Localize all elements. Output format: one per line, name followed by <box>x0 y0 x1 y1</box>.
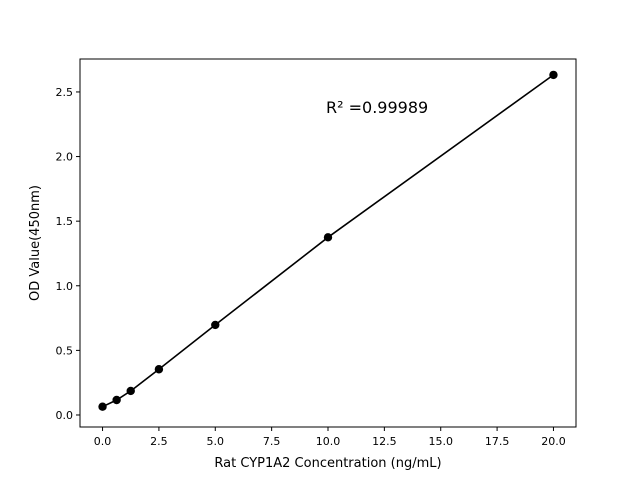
data-point <box>112 395 121 405</box>
x-tick-label: 17.5 <box>485 435 510 448</box>
y-tick-label: 1.5 <box>56 215 74 228</box>
x-tick-label: 2.5 <box>150 435 168 448</box>
data-point <box>154 365 164 374</box>
data-point <box>323 233 333 242</box>
data-point <box>98 402 107 411</box>
y-tick-label: 1.0 <box>56 280 74 293</box>
data-point <box>211 320 220 330</box>
x-tick-label: 7.5 <box>263 435 281 448</box>
x-tick-label: 15.0 <box>428 435 453 448</box>
plot-marks <box>98 70 558 411</box>
y-axis-label: OD Value(450nm) <box>28 185 43 301</box>
x-tick-label: 5.0 <box>207 435 225 448</box>
data-point <box>549 70 558 80</box>
x-tick-label: 20.0 <box>541 435 566 448</box>
x-tick-label: 10.0 <box>316 435 341 448</box>
y-tick-label: 0.0 <box>56 409 74 422</box>
x-tick-label: 0.0 <box>94 435 112 448</box>
x-tick-label: 12.5 <box>372 435 397 448</box>
r-squared-annotation: R² =0.99989 <box>326 98 428 117</box>
y-tick-label: 2.0 <box>56 151 74 164</box>
x-axis-ticks: 0.0 2.5 5.0 7.5 10.0 12.5 15.0 17.5 20.0 <box>94 427 566 448</box>
x-axis-label: Rat CYP1A2 Concentration (ng/mL) <box>214 456 441 471</box>
data-point <box>126 386 135 396</box>
y-tick-label: 2.5 <box>56 86 74 99</box>
y-axis-ticks: 0.0 0.5 1.0 1.5 2.0 2.5 <box>56 86 80 422</box>
y-tick-label: 0.5 <box>56 344 74 357</box>
